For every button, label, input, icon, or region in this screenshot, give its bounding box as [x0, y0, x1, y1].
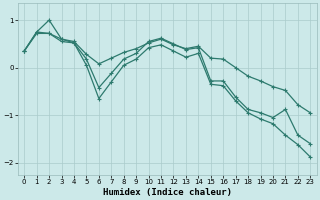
X-axis label: Humidex (Indice chaleur): Humidex (Indice chaleur)	[103, 188, 232, 197]
